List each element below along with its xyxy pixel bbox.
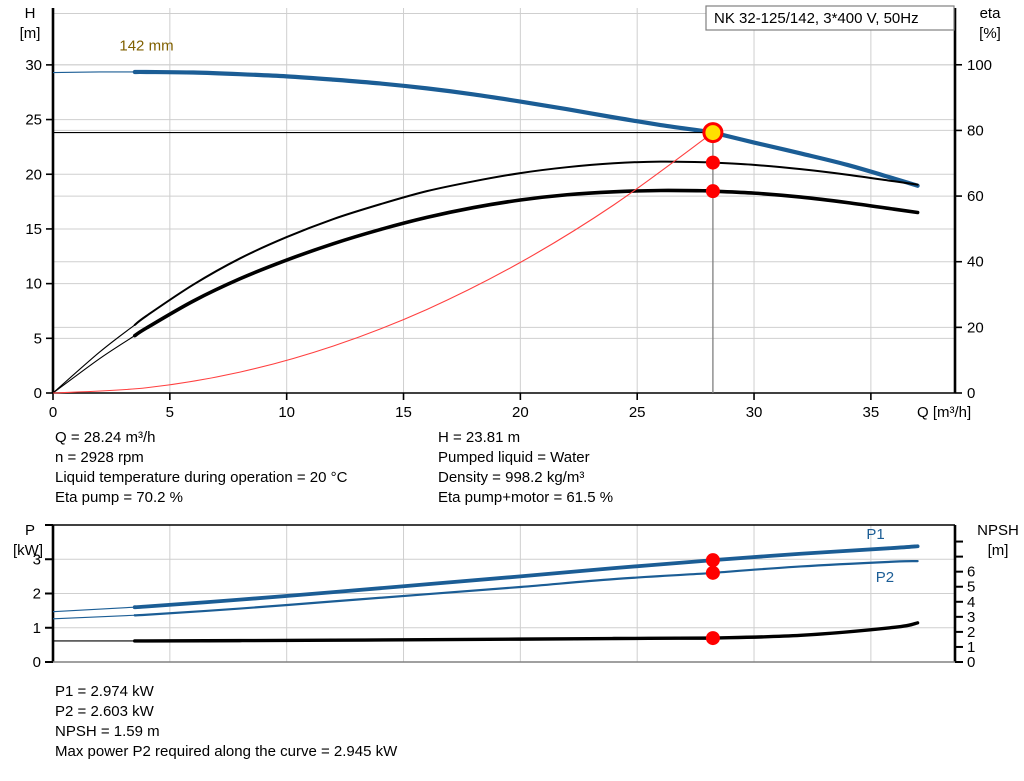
x-tick-label: 20 <box>512 404 529 421</box>
markers <box>705 553 720 646</box>
curves <box>52 544 920 643</box>
x-tick-label: 0 <box>49 404 57 421</box>
npsh-point[interactable] <box>705 631 720 646</box>
x-tick-label: 25 <box>629 404 646 421</box>
y-axis-right-title: NPSH <box>977 522 1019 539</box>
y-tick-label-left: 30 <box>25 57 42 74</box>
y-tick-label-right: 100 <box>967 57 992 74</box>
y-tick-label-left: 0 <box>34 385 42 402</box>
y-tick-label-right: 0 <box>967 654 975 671</box>
y-axis-left-title: H <box>25 5 36 22</box>
y-tick-label-left: 10 <box>25 276 42 293</box>
y-tick-label-left: 3 <box>33 551 41 568</box>
head-efficiency-chart: 0 5 10 15 20 25 30 0 20 40 60 80 100 0 5 10 15 20 25 30 35 H [… <box>20 5 1002 421</box>
x-axis-title: Q [m³/h] <box>917 404 971 421</box>
y-axis-left-unit: [m] <box>20 25 41 42</box>
y-tick-label-right: 40 <box>967 254 984 271</box>
duty-point[interactable] <box>702 122 724 144</box>
y-tick-label-right: 60 <box>967 188 984 205</box>
y-tick-label-left: 5 <box>34 330 42 347</box>
x-tick-label: 10 <box>278 404 295 421</box>
markers <box>702 122 724 199</box>
chart-title-box-frame <box>705 5 955 31</box>
curve-p2 <box>133 559 919 617</box>
y-tick-label-left: 2 <box>33 586 41 603</box>
info-column-left: Q = 28.24 m³/h n = 2928 rpm Liquid tempera… <box>55 428 347 508</box>
y-axis-right-unit: [%] <box>979 25 1001 42</box>
info-top-right-line: Density = 998.2 kg/m³ <box>438 469 585 486</box>
duty-point-info-bottom: P1 = 2.974 kW P2 = 2.603 kW NPSH = 1.59 m M… <box>55 682 1015 772</box>
p1-legend-label: P1 <box>866 526 884 543</box>
y-tick-label-left: 0 <box>33 654 41 671</box>
info-top-right-line: Eta pump+motor = 61.5 % <box>438 489 614 506</box>
info-bottom-line: NPSH = 1.59 m <box>55 723 160 740</box>
y-tick-label-right: 3 <box>967 609 975 626</box>
curve-eta-pump-thin <box>52 324 136 394</box>
curve-head-curve-142-mm <box>132 69 920 188</box>
y-axis-right-title: eta <box>980 5 1002 22</box>
p2-point[interactable] <box>705 565 720 580</box>
curve-p1 <box>132 544 920 610</box>
y-tick-label-right: 4 <box>967 594 975 611</box>
impeller-size-label: 142 mm <box>119 38 173 55</box>
y-axis-right-unit: [m] <box>988 542 1009 559</box>
x-tick-label: 30 <box>746 404 763 421</box>
y-tick-label-right: 5 <box>967 579 975 596</box>
x-tick-label: 15 <box>395 404 412 421</box>
chart-title-box: NK 32-125/142, 3*400 V, 50Hz <box>705 5 955 31</box>
curve-system-curve <box>52 132 714 394</box>
y-axis-left-unit: [kW] <box>13 542 43 559</box>
p1-point[interactable] <box>705 553 720 568</box>
curves <box>52 69 920 394</box>
info-top-left-line: n = 2928 rpm <box>55 449 144 466</box>
curve-head-curve-142-mm-thin <box>52 71 135 74</box>
info-top-left-line: Q = 28.24 m³/h <box>55 429 156 446</box>
y-tick-label-right: 0 <box>967 385 975 402</box>
grid-lines <box>53 8 955 393</box>
y-tick-label-left: 1 <box>33 620 41 637</box>
x-tick-label: 5 <box>166 404 174 421</box>
chart-title-text: NK 32-125/142, 3*400 V, 50Hz <box>714 10 919 27</box>
y-axis-left-title: P <box>25 522 35 539</box>
curve-eta-pump-motor <box>132 188 920 338</box>
y-tick-label-right: 1 <box>967 639 975 656</box>
curve-p2-thin <box>52 614 135 620</box>
curve-p1-thin <box>52 606 135 613</box>
curve-eta-pump <box>133 160 919 326</box>
curve-eta-pump-motor-thin <box>52 335 136 394</box>
x-tick-label: 35 <box>863 404 880 421</box>
info-bottom-line: P1 = 2.974 kW <box>55 683 154 700</box>
info-top-right-line: Pumped liquid = Water <box>438 449 590 466</box>
info-top-left-line: Liquid temperature during operation = 20… <box>55 469 348 486</box>
y-tick-label-right: 20 <box>967 319 984 336</box>
y-tick-label-right: 2 <box>967 624 975 641</box>
p2-legend-label: P2 <box>876 569 894 586</box>
y-tick-label-right: 80 <box>967 122 984 139</box>
info-bottom-line: Max power P2 required along the curve = … <box>55 743 398 760</box>
curve-npsh <box>133 621 920 643</box>
info-top-left-line: Eta pump = 70.2 % <box>55 489 183 506</box>
info-bottom-line: P2 = 2.603 kW <box>55 703 154 720</box>
duty-point-info-top: Q = 28.24 m³/h n = 2928 rpm Liquid tempera… <box>0 428 1024 518</box>
info-column-right: H = 23.81 m Pumped liquid = Water Density … <box>438 428 613 508</box>
eta-pump-motor-point[interactable] <box>705 184 720 199</box>
eta-pump-point[interactable] <box>705 155 720 170</box>
y-tick-label-left: 25 <box>25 112 42 129</box>
y-tick-label-right: 6 <box>967 564 975 581</box>
y-tick-label-left: 20 <box>25 166 42 183</box>
info-top-right-line: H = 23.81 m <box>438 429 521 446</box>
y-tick-label-left: 15 <box>25 221 42 238</box>
